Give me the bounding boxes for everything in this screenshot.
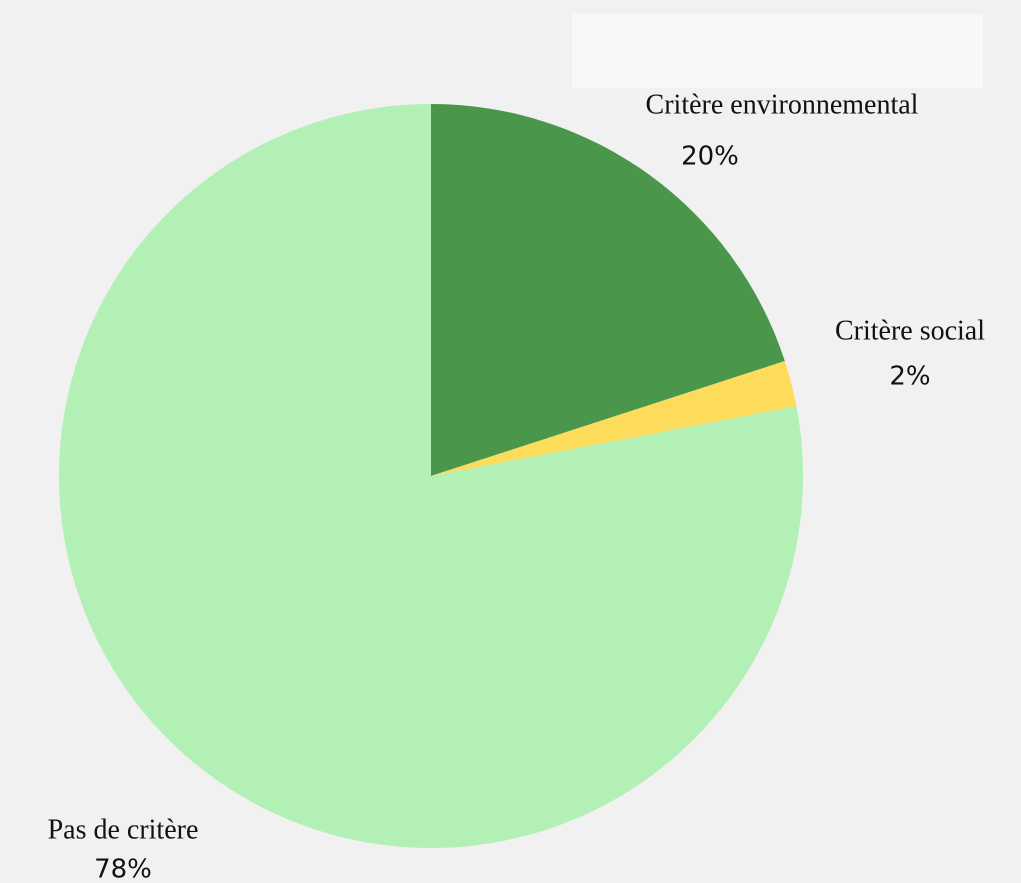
slice-value-label: 2% [889,362,930,392]
pie [58,104,804,849]
slice-value-label: 78% [94,855,152,883]
slice-label: Critère environnemental [646,89,919,120]
pie-slice [58,104,804,849]
slice-value-label: 20% [681,142,739,172]
pie-slice [431,361,797,476]
slice-label: Pas de critère [48,814,199,845]
labels: Critère environnemental 20% Critère social… [48,89,986,883]
pie-slice [431,104,785,476]
panel [572,14,983,88]
slice-label: Critère social [835,315,985,346]
